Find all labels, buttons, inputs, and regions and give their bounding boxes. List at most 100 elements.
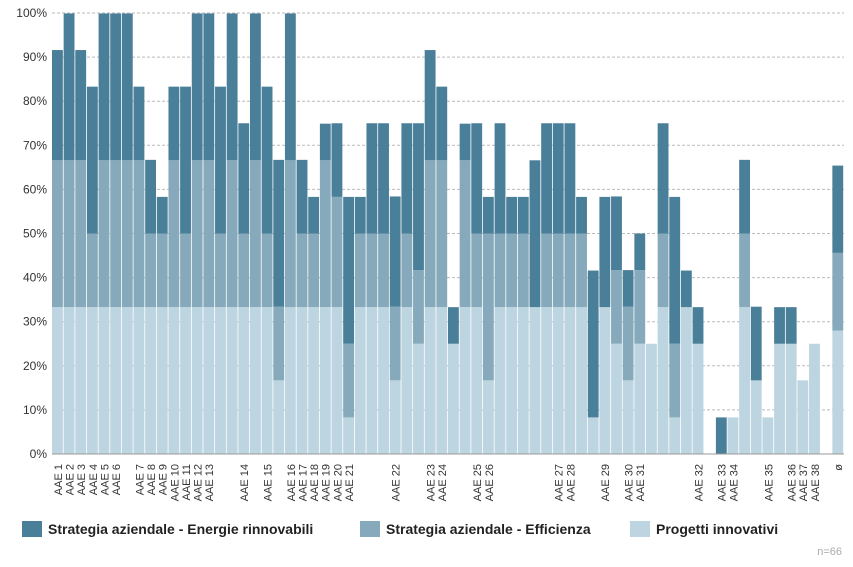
x-tick-label: AAE 15 xyxy=(262,464,274,501)
bar-segment xyxy=(471,307,483,454)
bar-segment xyxy=(319,307,331,454)
bar-segment xyxy=(750,380,762,454)
bar-segment xyxy=(494,233,506,308)
bar-segment xyxy=(296,159,308,234)
bar-segment xyxy=(471,233,483,308)
x-tick-label: AAE 38 xyxy=(810,464,822,501)
bar-segment xyxy=(739,307,751,454)
bar-segment xyxy=(785,343,797,454)
bar-segment xyxy=(774,307,785,344)
legend-label: Strategia aziendale - Efficienza xyxy=(386,521,591,537)
x-tick-label: AAE 24 xyxy=(437,464,449,501)
bar-segment xyxy=(168,307,180,454)
bar-segment xyxy=(63,13,75,161)
bar-segment xyxy=(727,417,739,454)
bar-segment xyxy=(832,330,844,454)
x-tick-label: AAE 20 xyxy=(332,464,344,501)
bar-segment xyxy=(797,380,809,454)
bar-segment xyxy=(296,233,308,308)
bar-segment xyxy=(494,123,506,234)
bar-segment xyxy=(750,306,762,381)
bar-segment xyxy=(541,123,553,234)
bar-segment xyxy=(622,270,634,307)
bar-segment xyxy=(739,159,751,234)
bar-segment xyxy=(680,270,692,308)
bar-segment xyxy=(98,307,110,454)
bar-segment xyxy=(774,343,785,454)
bar-segment xyxy=(378,233,389,308)
bar-segment xyxy=(226,13,238,161)
bar-segment xyxy=(506,233,518,308)
bar-segment xyxy=(63,307,75,454)
bar-segment xyxy=(238,233,250,308)
bar-segment xyxy=(552,233,564,308)
bar-segment xyxy=(622,306,634,381)
x-tick-label: AAE 32 xyxy=(693,464,705,501)
bar-segment xyxy=(63,160,75,308)
bar-segment xyxy=(832,252,844,331)
bar-segment xyxy=(215,86,226,234)
bar-segment xyxy=(203,160,215,308)
bar-segment xyxy=(622,380,634,454)
x-tick-label: AAE 4 xyxy=(88,464,100,495)
x-tick-label: AAE 28 xyxy=(565,464,577,501)
x-tick-label: AAE 34 xyxy=(728,464,740,501)
bar-segment xyxy=(343,196,355,344)
bar-segment xyxy=(261,233,273,308)
legend-swatch xyxy=(630,521,650,537)
bar-segment xyxy=(669,343,681,418)
bar-segment xyxy=(133,160,145,308)
bar-segment xyxy=(634,233,646,271)
bar-segment xyxy=(401,233,413,308)
bar-segment xyxy=(587,417,599,454)
bar-segment xyxy=(86,86,98,234)
x-tick-label: AAE 2 xyxy=(64,464,76,495)
bar-segment xyxy=(587,270,599,418)
x-tick-label: AAE 30 xyxy=(624,464,636,501)
bar-segment xyxy=(191,13,203,161)
y-tick-label: 90% xyxy=(23,50,47,64)
bar-segment xyxy=(308,233,320,308)
bar-segment xyxy=(785,307,797,344)
bar-segment xyxy=(52,160,63,308)
bar-segment xyxy=(168,86,180,161)
bar-segment xyxy=(308,307,320,454)
bar-segment xyxy=(413,343,424,454)
bar-segment xyxy=(552,307,564,454)
bar-segment xyxy=(238,307,250,454)
bar-segment xyxy=(52,307,63,454)
bar-segment xyxy=(436,307,448,454)
x-tick-label: AAE 22 xyxy=(391,464,403,501)
bar-segment xyxy=(378,307,389,454)
bar-segment xyxy=(494,307,506,454)
y-tick-label: 0% xyxy=(30,447,48,461)
y-tick-label: 60% xyxy=(23,182,47,196)
bar-segment xyxy=(156,233,168,308)
bar-segment xyxy=(436,160,448,308)
x-tick-label: AAE 31 xyxy=(635,464,647,501)
bar-segment xyxy=(599,307,611,454)
bar-segment xyxy=(517,307,529,454)
bar-segment xyxy=(284,160,296,308)
bar-segment xyxy=(52,50,63,161)
x-tick-label: AAE 8 xyxy=(146,464,158,495)
x-tick-label: AAE 35 xyxy=(763,464,775,501)
bar-segment xyxy=(401,307,413,454)
bar-segment xyxy=(121,13,133,161)
bar-segment xyxy=(459,123,471,161)
bar-segment xyxy=(832,165,844,253)
x-tick-label: AAE 18 xyxy=(309,464,321,501)
x-tick-label: AAE 1 xyxy=(53,464,65,495)
x-tick-label: AAE 25 xyxy=(472,464,484,501)
bar-segment xyxy=(692,343,704,454)
bar-segment xyxy=(261,307,273,454)
bar-segment xyxy=(517,233,529,308)
y-tick-label: 40% xyxy=(23,271,47,285)
bar-segment xyxy=(657,233,669,308)
bar-segment xyxy=(156,196,168,234)
bar-segment xyxy=(482,196,494,234)
bar-segment xyxy=(133,307,145,454)
bar-segment xyxy=(657,123,669,234)
bar-segment xyxy=(424,307,436,454)
